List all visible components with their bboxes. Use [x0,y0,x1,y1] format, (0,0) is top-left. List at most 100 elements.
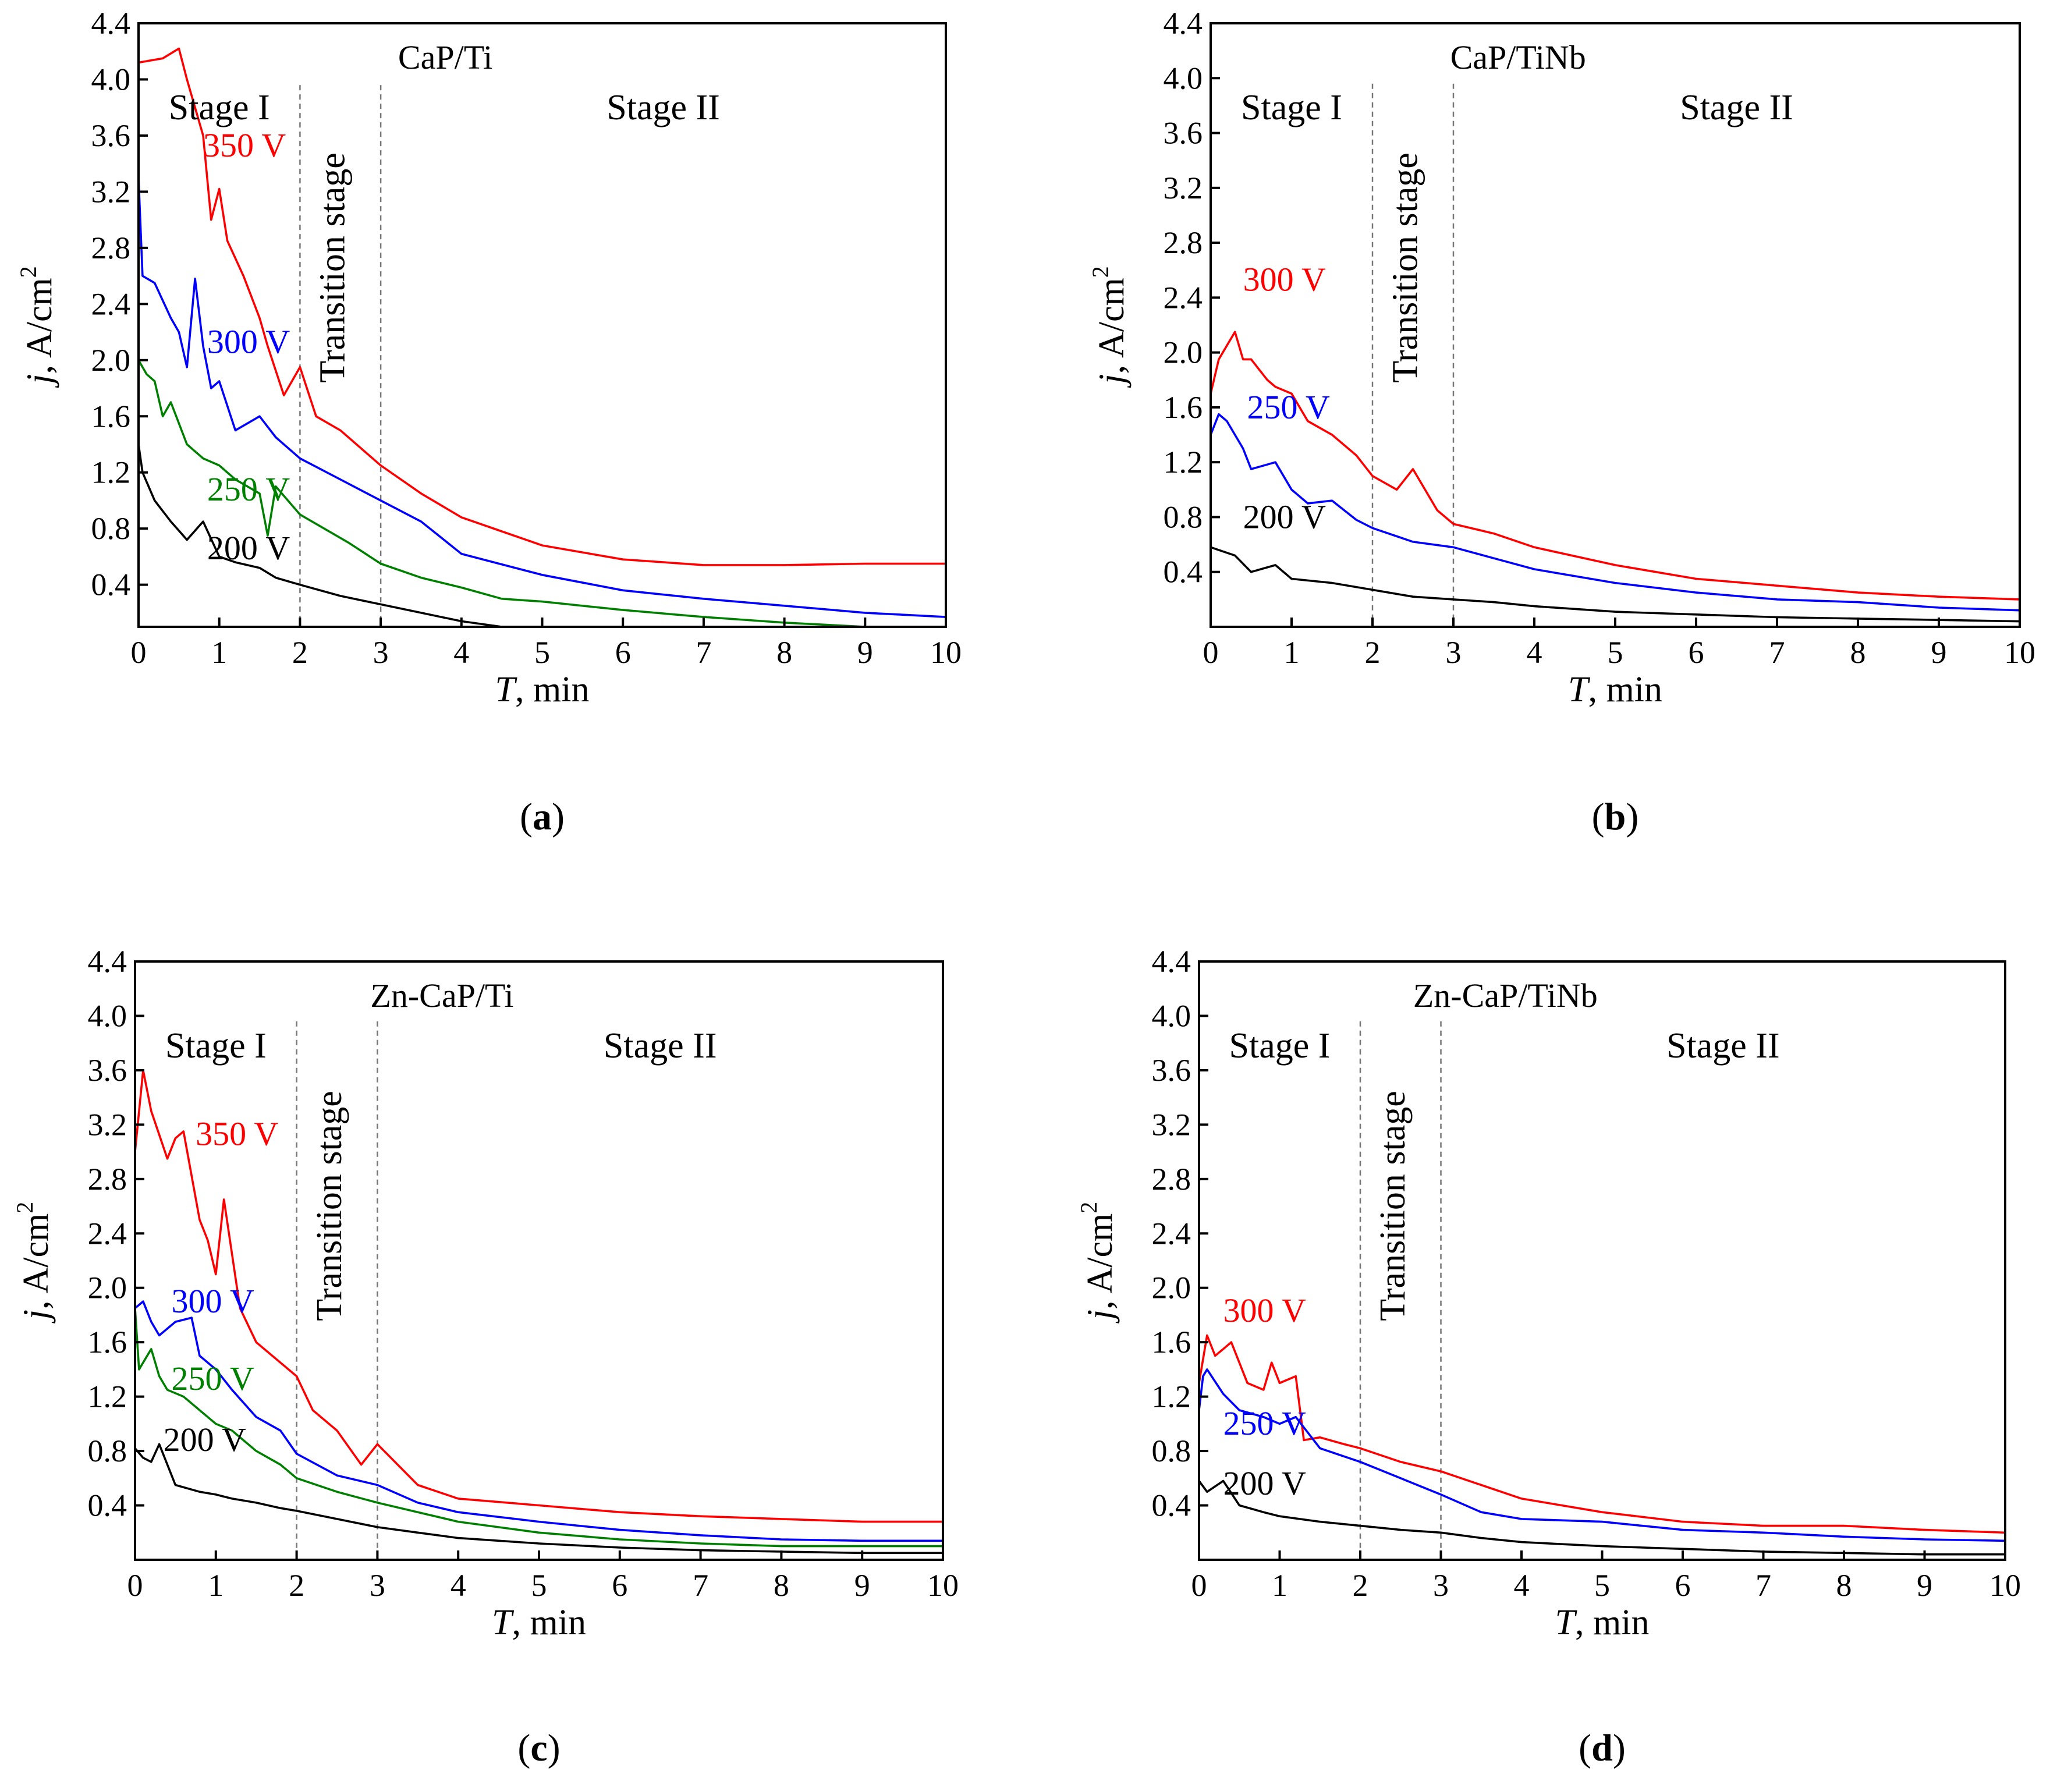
x-tick-label: 6 [1689,635,1704,670]
series-label-200-v: 200 V [1243,498,1326,535]
y-tick-label: 4.4 [1152,944,1191,979]
transition-stage-label: Transition stage [1385,152,1425,383]
x-tick-label: 7 [1769,635,1785,670]
x-tick-label: 8 [1850,635,1866,670]
y-tick-label: 2.0 [88,1271,127,1305]
series-line-250-v [1210,413,2020,612]
y-tick-label: 2.8 [1164,225,1203,260]
chart-title: CaP/Ti [398,38,492,76]
stage-1-label: Stage I [169,88,270,127]
series-line-350-v [134,1069,943,1523]
y-tick-label: 3.2 [88,1107,127,1142]
y-tick-label: 0.4 [1152,1488,1191,1523]
y-tick-label: 0.8 [91,511,131,546]
panel-letter: (a) [520,796,565,838]
series-line-250-v [1198,1368,2006,1542]
series-line-300-v [1210,331,2020,601]
x-tick-label: 10 [930,635,962,670]
y-tick-label: 3.6 [1164,116,1203,151]
x-tick-label: 2 [292,635,308,670]
chart-panel-d: 0 1 2 3 4 5 6 7 8 9 10 0.4 0.8 1.2 1.6 2.0 2.4 2.8 3.2 3.6 4… [1076,944,2021,1769]
y-tick-label: 2.8 [91,230,131,265]
y-tick-label: 4.0 [1164,61,1203,95]
x-tick-label: 1 [1272,1568,1288,1603]
x-tick-label: 0 [1203,635,1219,670]
x-tick-label: 1 [211,635,227,670]
x-tick-label: 5 [534,635,550,670]
x-tick-label: 7 [696,635,711,670]
x-tick-label: 2 [1365,635,1381,670]
x-tick-label: 2 [1353,1568,1368,1603]
x-tick-label: 0 [1191,1568,1207,1603]
y-axis-label: j, A/cm2 [1076,1202,1120,1324]
x-tick-label: 1 [208,1568,224,1603]
y-tick-label: 2.4 [1164,280,1203,315]
y-tick-label: 0.8 [1164,499,1203,534]
series-line-250-v [134,1308,943,1548]
y-tick-label: 2.4 [91,286,131,321]
x-tick-label: 0 [131,635,147,670]
x-tick-label: 5 [1608,635,1623,670]
y-tick-label: 0.4 [1164,555,1203,590]
y-tick-label: 1.6 [91,399,131,434]
y-tick-label: 0.8 [88,1433,127,1468]
series-label-350-v: 350 V [196,1115,278,1152]
y-tick-label: 1.2 [1152,1379,1191,1414]
series-label-250-v: 250 V [1223,1404,1306,1442]
series-line-300-v [134,1300,943,1542]
chart-panel-b: 0 1 2 3 4 5 6 7 8 9 10 0.4 0.8 1.2 1.6 2.0 2.4 2.8 3.2 3.6 4… [1087,6,2035,838]
stage-2-label: Stage II [1680,88,1793,127]
series-label-200-v: 200 V [1223,1464,1306,1502]
series-label-300-v: 300 V [207,323,290,361]
x-tick-label: 4 [451,1568,466,1603]
y-tick-label: 2.8 [88,1162,127,1197]
chart-title: CaP/TiNb [1450,38,1586,76]
x-tick-label: 4 [1514,1568,1530,1603]
panel-letter: (d) [1579,1727,1626,1769]
chart-panel-a: 0 1 2 3 4 5 6 7 8 9 10 0.4 0.8 1.2 1.6 2.0 2.4 2.8 3.2 3.6 4… [15,6,962,838]
series-label-350-v: 350 V [203,126,286,164]
y-tick-label: 2.8 [1152,1162,1191,1197]
y-axis-label: j, A/cm2 [12,1202,56,1324]
series-line-250-v [137,359,946,628]
x-tick-label: 8 [776,635,792,670]
y-tick-label: 2.0 [1152,1271,1191,1305]
x-tick-label: 9 [1931,635,1947,670]
series-line-300-v [1198,1334,2006,1534]
stage-2-label: Stage II [1666,1026,1780,1066]
series-line-300-v [137,178,946,618]
x-axis-label: T, min [492,1603,586,1642]
x-tick-label: 2 [289,1568,304,1603]
y-tick-label: 0.8 [1152,1433,1191,1468]
chart-title: Zn-CaP/Ti [370,977,513,1014]
y-tick-label: 3.6 [91,118,131,153]
chart-panel-c: 0 1 2 3 4 5 6 7 8 9 10 0.4 0.8 1.2 1.6 2.0 2.4 2.8 3.2 3.6 4… [12,944,959,1769]
series-line-200-v [134,1443,943,1555]
x-tick-label: 3 [1446,635,1462,670]
series-label-200-v: 200 V [164,1421,246,1459]
x-tick-label: 9 [857,635,873,670]
x-tick-label: 9 [854,1568,870,1603]
y-tick-label: 4.0 [88,998,127,1033]
x-tick-label: 5 [1594,1568,1610,1603]
series-label-250-v: 250 V [207,470,290,508]
y-tick-label: 1.2 [91,455,131,490]
y-tick-label: 3.2 [1164,171,1203,205]
y-tick-label: 3.2 [91,174,131,209]
x-axis-label: T, min [1568,670,1662,709]
series-label-200-v: 200 V [207,529,290,567]
stage-2-label: Stage II [607,88,720,127]
x-tick-label: 3 [1433,1568,1449,1603]
x-tick-label: 8 [1836,1568,1852,1603]
series-line-200-v [1198,1479,2005,1556]
y-tick-label: 0.4 [88,1488,127,1523]
y-tick-label: 1.2 [1164,445,1203,480]
x-tick-label: 10 [927,1568,959,1603]
y-tick-label: 1.6 [88,1325,127,1360]
stage-1-label: Stage I [165,1026,267,1066]
y-tick-label: 4.0 [1152,998,1191,1033]
y-tick-label: 4.0 [91,62,131,97]
transition-stage-label: Transition stage [1373,1091,1413,1321]
y-axis-label: j, A/cm2 [15,266,59,388]
